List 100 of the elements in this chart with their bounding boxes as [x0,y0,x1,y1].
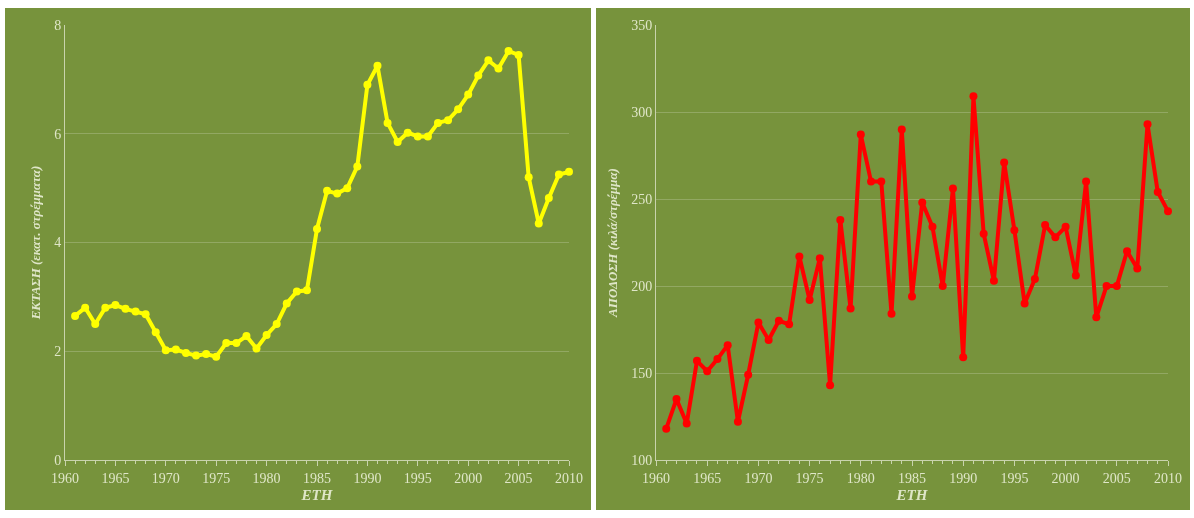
point [1030,275,1039,284]
y-axis-title: ΕΚΤΑΣΗ (εκατ. στρέμματα) [28,165,44,321]
x-tick-label: 1985 [303,470,331,486]
point [815,254,824,263]
y-axis-title: ΑΠΟΔΟΣΗ (κιλά/στρέμμα) [605,168,621,318]
point [464,90,473,99]
point [959,353,968,362]
x-tick-label: 1990 [949,470,978,486]
point [121,304,130,313]
point [81,303,90,312]
point [212,352,221,361]
point [867,177,876,186]
x-tick-label: 1995 [403,470,432,486]
point [795,252,804,261]
y-tick-label: 300 [631,104,653,120]
y-tick-label: 0 [54,452,62,468]
point [131,307,140,316]
point [262,330,271,339]
x-tick-label: 1985 [898,470,926,486]
point [1164,207,1172,216]
point [171,345,180,354]
point [1020,299,1029,308]
point [413,132,422,141]
y-tick-label: 150 [631,365,653,381]
x-tick-label: 1975 [202,470,231,486]
point [969,92,978,101]
x-tick-label: 2000 [1051,470,1080,486]
point [774,316,783,325]
point [222,339,231,348]
point [313,224,321,233]
point [877,177,886,186]
x-tick-label: 1970 [744,470,773,486]
point [403,128,412,137]
y-tick-label: 4 [54,235,62,251]
point [151,328,160,337]
x-tick-label: 1990 [353,470,382,486]
x-tick-label: 1965 [101,470,130,486]
point [692,356,701,365]
point [272,320,281,329]
point [504,47,513,56]
point [242,332,251,341]
point [524,173,533,182]
point [785,320,794,329]
point [433,118,442,127]
point [979,229,988,238]
point [161,346,170,355]
point [1102,282,1111,290]
point [1082,177,1091,186]
x-tick-label: 1975 [795,470,824,486]
point [101,303,110,312]
point [333,189,342,198]
point [565,167,573,176]
point [514,50,523,59]
point [1112,282,1121,290]
y-tick-label: 100 [631,452,653,468]
point [232,339,241,348]
point [887,309,896,318]
y-tick-label: 200 [631,278,653,294]
point [181,348,190,357]
point [918,198,927,207]
point [292,287,301,296]
point [202,349,211,358]
point [836,215,845,224]
x-tick-label: 1960 [642,470,670,486]
y-tick-label: 8 [54,17,62,33]
point [1051,233,1060,242]
point [826,381,835,390]
point [554,170,563,179]
point [897,125,906,134]
point [682,419,691,428]
x-axis-title: ΕΤΗ [300,486,334,503]
point [474,71,483,80]
point [252,344,261,353]
point [282,299,291,308]
point [703,367,712,376]
point [1153,188,1162,197]
point [423,132,432,141]
point [908,292,916,301]
point [938,282,947,290]
point [928,222,937,231]
x-tick-label: 1970 [151,470,180,486]
point [1143,120,1152,129]
point [856,130,865,139]
point [754,318,763,327]
point [373,61,382,70]
point [1092,313,1101,322]
x-tick-label: 2000 [454,470,483,486]
point [1061,222,1070,231]
x-tick-label: 2005 [504,470,533,486]
y-tick-label: 2 [54,344,62,360]
point [846,304,855,313]
point [494,64,503,73]
point [1010,226,1019,235]
point [444,116,453,125]
point [662,424,671,433]
point [363,80,372,89]
x-tick-label: 1995 [1000,470,1029,486]
point [192,351,201,360]
y-tick-label: 6 [54,126,62,142]
point [383,118,392,127]
